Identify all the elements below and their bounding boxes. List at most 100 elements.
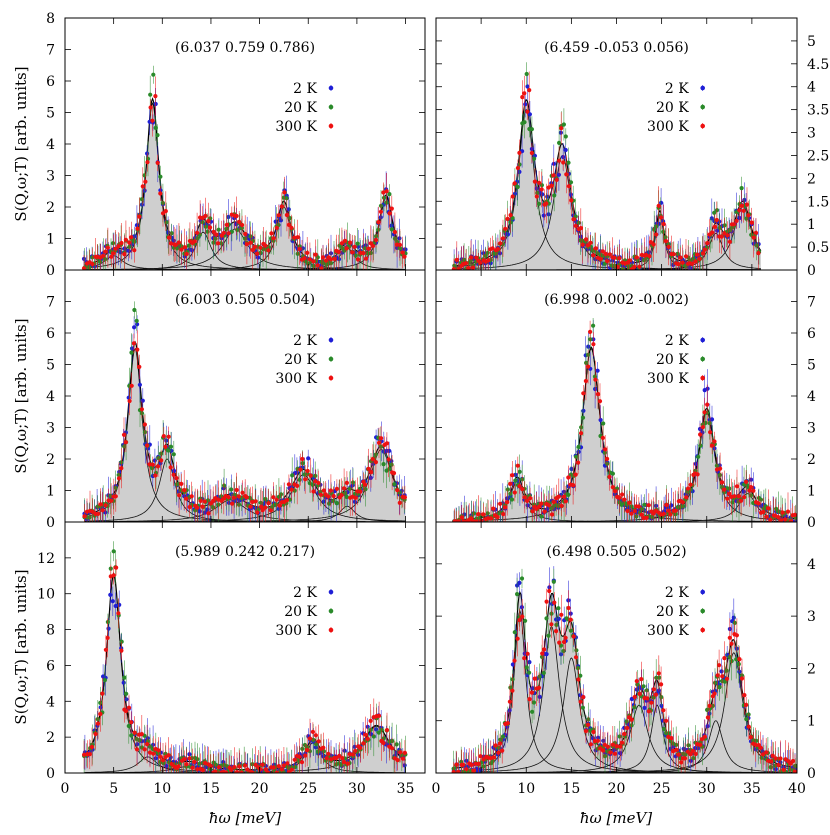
panel-title: (5.989 0.242 0.217): [175, 544, 315, 560]
x-tick-label: 5: [109, 781, 118, 797]
data-point: [195, 506, 199, 510]
data-point: [311, 489, 315, 493]
data-point: [581, 243, 585, 247]
data-point: [353, 253, 357, 257]
data-point: [591, 253, 595, 257]
data-point: [605, 259, 609, 263]
data-point: [567, 184, 571, 188]
y-tick-label: 4: [46, 389, 55, 405]
data-point: [477, 762, 481, 766]
data-point: [664, 239, 668, 243]
data-point: [101, 508, 105, 512]
data-point: [190, 766, 194, 770]
y-tick-label: 3: [807, 126, 816, 142]
data-point: [106, 620, 110, 624]
data-point: [130, 384, 134, 388]
data-point: [681, 261, 685, 265]
data-point: [632, 265, 636, 269]
data-point: [472, 769, 476, 773]
data-point: [742, 209, 746, 213]
data-point: [390, 463, 394, 467]
data-point: [599, 257, 603, 261]
data-point: [740, 186, 744, 190]
data-point: [607, 475, 611, 479]
data-point: [554, 629, 558, 633]
data-point: [498, 741, 502, 745]
data-point: [350, 250, 354, 254]
data-point: [169, 445, 173, 449]
data-point: [708, 430, 712, 434]
data-point: [145, 443, 149, 447]
data-point: [156, 464, 160, 468]
data-point: [258, 246, 262, 250]
data-point: [167, 753, 171, 757]
data-point: [649, 701, 653, 705]
data-point: [593, 378, 597, 382]
data-point: [382, 462, 386, 466]
data-point: [528, 496, 532, 500]
data-point: [143, 180, 147, 184]
data-point: [676, 262, 680, 266]
data-point: [402, 255, 406, 259]
data-point: [708, 421, 712, 425]
data-point: [577, 445, 581, 449]
data-point: [564, 172, 568, 176]
data-point: [90, 262, 94, 266]
data-point: [718, 226, 722, 230]
y-tick-label: 3.5: [807, 103, 829, 119]
data-point: [290, 473, 294, 477]
data-point: [289, 226, 293, 230]
data-point: [266, 248, 270, 252]
data-point: [164, 220, 168, 224]
legend-label: 300 K: [275, 119, 317, 135]
data-point: [498, 241, 502, 245]
data-point: [661, 230, 665, 234]
legend-label: 20 K: [284, 352, 317, 368]
data-point: [235, 770, 239, 774]
data-point: [116, 611, 120, 615]
data-point: [305, 251, 309, 255]
data-point: [542, 213, 546, 217]
data-point: [392, 482, 396, 486]
data-point: [104, 503, 108, 507]
data-point: [145, 742, 149, 746]
data-point: [516, 637, 520, 641]
data-point: [311, 259, 315, 263]
data-point: [633, 695, 637, 699]
data-point: [398, 501, 402, 505]
y-tick-label: 6: [46, 658, 55, 674]
data-point: [240, 491, 244, 495]
plot-area: [82, 301, 407, 522]
data-point: [385, 189, 389, 193]
y-tick-label: 4: [46, 694, 55, 710]
data-point: [557, 495, 561, 499]
data-point: [332, 257, 336, 261]
data-point: [581, 706, 585, 710]
data-point: [232, 765, 236, 769]
data-point: [527, 88, 531, 92]
data-point: [776, 515, 780, 519]
data-point: [732, 616, 736, 620]
data-point: [316, 263, 320, 267]
data-point: [158, 191, 162, 195]
data-point: [183, 245, 187, 249]
data-point: [457, 519, 461, 523]
data-point: [366, 737, 370, 741]
data-point: [387, 211, 391, 215]
data-point: [192, 760, 196, 764]
data-point: [526, 652, 530, 656]
data-point: [611, 743, 615, 747]
data-point: [203, 499, 207, 503]
data-point: [287, 482, 291, 486]
data-point: [222, 231, 226, 235]
data-point: [240, 223, 244, 227]
y-tick-label: 4: [807, 389, 816, 405]
data-point: [667, 245, 671, 249]
data-point: [367, 247, 371, 251]
data-point: [725, 497, 729, 501]
data-point: [187, 756, 191, 760]
data-point: [679, 760, 683, 764]
data-point: [574, 224, 578, 228]
data-point: [706, 724, 710, 728]
